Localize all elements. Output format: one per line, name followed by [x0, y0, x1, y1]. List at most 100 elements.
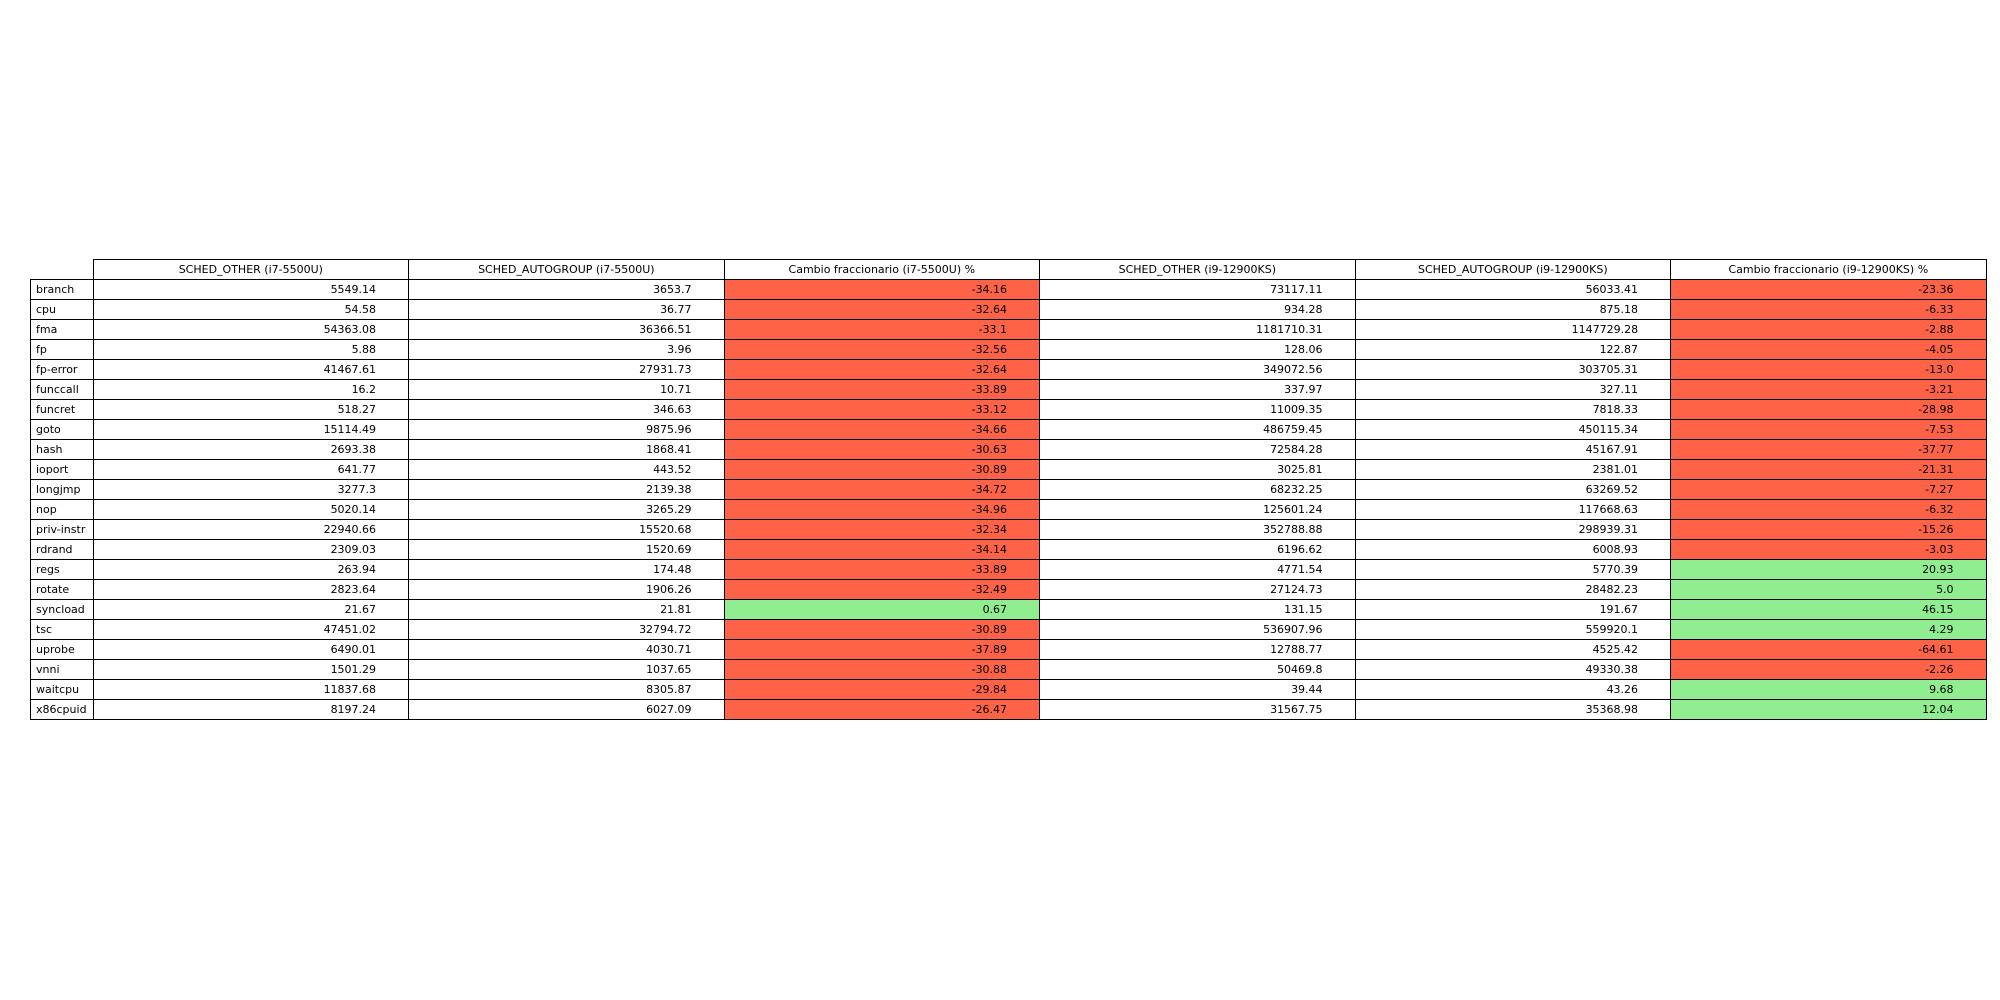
change-cell-negative: -32.56	[723, 339, 1041, 360]
change-cell-negative: -32.64	[723, 359, 1041, 380]
change-cell-negative: -3.03	[1670, 539, 1987, 560]
value-cell: 131.15	[1039, 599, 1356, 620]
table-row: syncload 21.67 21.81 0.67 131.15 191.67 46.15	[30, 599, 1987, 620]
row-label: tsc	[30, 619, 94, 640]
column-header: SCHED_OTHER (i9-12900KS)	[1039, 259, 1356, 280]
value-cell: 47451.02	[92, 619, 410, 640]
table-row: regs 263.94 174.48 -33.89 4771.54 5770.39 20.9…	[30, 559, 1987, 580]
change-cell-negative: -37.77	[1670, 439, 1987, 460]
value-cell: 337.97	[1039, 379, 1356, 400]
value-cell: 349072.56	[1039, 359, 1356, 380]
change-cell-negative: -21.31	[1670, 459, 1987, 480]
table-row: x86cpuid 8197.24 6027.09 -26.47 31567.75 3536…	[30, 699, 1987, 720]
change-cell-negative: -7.53	[1670, 419, 1987, 440]
value-cell: 346.63	[408, 399, 725, 420]
table-row: goto 15114.49 9875.96 -34.66 486759.45 450115…	[30, 419, 1987, 440]
row-label: rdrand	[30, 539, 94, 560]
value-cell: 1037.65	[408, 659, 725, 680]
value-cell: 27931.73	[408, 359, 725, 380]
column-header: Cambio fraccionario (i9-12900KS) %	[1670, 259, 1987, 280]
change-cell-negative: -34.14	[723, 539, 1041, 560]
row-label: hash	[30, 439, 94, 460]
value-cell: 43.26	[1354, 679, 1672, 700]
change-cell-negative: -29.84	[723, 679, 1041, 700]
row-label: longjmp	[30, 479, 94, 500]
change-cell-negative: -13.0	[1670, 359, 1987, 380]
change-cell-negative: -34.72	[723, 479, 1041, 500]
change-cell-positive: 0.67	[723, 599, 1041, 620]
change-cell-positive: 20.93	[1670, 559, 1987, 580]
table-row: fp 5.88 3.96 -32.56 128.06 122.87 -4.05	[30, 339, 1987, 360]
value-cell: 2309.03	[92, 539, 410, 560]
column-header: SCHED_OTHER (i7-5500U)	[92, 259, 410, 280]
value-cell: 15114.49	[92, 419, 410, 440]
value-cell: 934.28	[1039, 299, 1356, 320]
change-cell-negative: -34.16	[723, 279, 1041, 300]
change-cell-negative: -64.61	[1670, 639, 1987, 660]
value-cell: 35368.98	[1354, 699, 1672, 720]
table-row: branch 5549.14 3653.7 -34.16 73117.11 56033.4…	[30, 279, 1987, 300]
value-cell: 5549.14	[92, 279, 410, 300]
change-cell-positive: 4.29	[1670, 619, 1987, 640]
change-cell-negative: -30.88	[723, 659, 1041, 680]
row-label: funcret	[30, 399, 94, 420]
table-row: rdrand 2309.03 1520.69 -34.14 6196.62 6008.93…	[30, 539, 1987, 560]
change-cell-negative: -30.63	[723, 439, 1041, 460]
value-cell: 122.87	[1354, 339, 1672, 360]
table-row: longjmp 3277.3 2139.38 -34.72 68232.25 63269.…	[30, 479, 1987, 500]
value-cell: 8305.87	[408, 679, 725, 700]
row-label: fma	[30, 319, 94, 340]
value-cell: 4525.42	[1354, 639, 1672, 660]
row-label: rotate	[30, 579, 94, 600]
row-label: waitcpu	[30, 679, 94, 700]
change-cell-negative: -32.64	[723, 299, 1041, 320]
table-row: waitcpu 11837.68 8305.87 -29.84 39.44 43.26 9.…	[30, 679, 1987, 700]
value-cell: 559920.1	[1354, 619, 1672, 640]
row-label: funccall	[30, 379, 94, 400]
value-cell: 2693.38	[92, 439, 410, 460]
value-cell: 5020.14	[92, 499, 410, 520]
value-cell: 4030.71	[408, 639, 725, 660]
value-cell: 128.06	[1039, 339, 1356, 360]
value-cell: 54363.08	[92, 319, 410, 340]
value-cell: 6490.01	[92, 639, 410, 660]
change-cell-negative: -32.49	[723, 579, 1041, 600]
row-label: x86cpuid	[30, 699, 94, 720]
value-cell: 32794.72	[408, 619, 725, 640]
table-body: branch 5549.14 3653.7 -34.16 73117.11 56033.4…	[30, 279, 1987, 720]
value-cell: 298939.31	[1354, 519, 1672, 540]
row-label: syncload	[30, 599, 94, 620]
value-cell: 68232.25	[1039, 479, 1356, 500]
value-cell: 8197.24	[92, 699, 410, 720]
change-cell-negative: -3.21	[1670, 379, 1987, 400]
change-cell-negative: -6.32	[1670, 499, 1987, 520]
column-header: SCHED_AUTOGROUP (i7-5500U)	[408, 259, 725, 280]
row-label: branch	[30, 279, 94, 300]
value-cell: 125601.24	[1039, 499, 1356, 520]
value-cell: 16.2	[92, 379, 410, 400]
change-cell-negative: -33.89	[723, 559, 1041, 580]
value-cell: 1501.29	[92, 659, 410, 680]
value-cell: 22940.66	[92, 519, 410, 540]
value-cell: 7818.33	[1354, 399, 1672, 420]
table-row: funccall 16.2 10.71 -33.89 337.97 327.11 -3.21	[30, 379, 1987, 400]
header-corner	[31, 260, 94, 280]
change-cell-negative: -28.98	[1670, 399, 1987, 420]
value-cell: 536907.96	[1039, 619, 1356, 640]
value-cell: 39.44	[1039, 679, 1356, 700]
value-cell: 49330.38	[1354, 659, 1672, 680]
row-label: ioport	[30, 459, 94, 480]
value-cell: 6008.93	[1354, 539, 1672, 560]
table-row: ioport 641.77 443.52 -30.89 3025.81 2381.01 -2…	[30, 459, 1987, 480]
header-row: SCHED_OTHER (i7-5500U) SCHED_AUTOGROUP (…	[31, 259, 1987, 280]
value-cell: 72584.28	[1039, 439, 1356, 460]
value-cell: 450115.34	[1354, 419, 1672, 440]
value-cell: 1520.69	[408, 539, 725, 560]
table-row: tsc 47451.02 32794.72 -30.89 536907.96 559920…	[30, 619, 1987, 640]
table-row: uprobe 6490.01 4030.71 -37.89 12788.77 4525.4…	[30, 639, 1987, 660]
change-cell-negative: -2.26	[1670, 659, 1987, 680]
change-cell-positive: 46.15	[1670, 599, 1987, 620]
value-cell: 12788.77	[1039, 639, 1356, 660]
value-cell: 2823.64	[92, 579, 410, 600]
value-cell: 352788.88	[1039, 519, 1356, 540]
